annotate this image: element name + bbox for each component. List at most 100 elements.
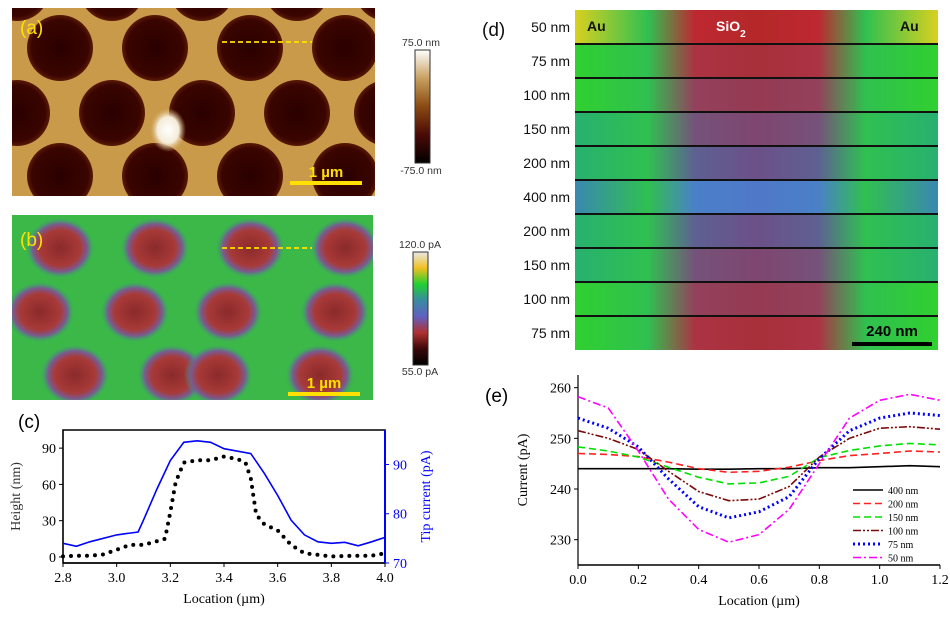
- hole: [360, 8, 375, 19]
- hole: [122, 15, 188, 81]
- tip-current-line: [62, 439, 386, 548]
- simulation-row: [575, 214, 938, 248]
- y2-axis-label: Tip current (pA): [419, 450, 434, 542]
- legend-label: 150 nm: [888, 513, 919, 524]
- legend-label: 75 nm: [888, 540, 914, 551]
- panel-a-colorbar: 75.0 nm -75.0 nm: [400, 37, 442, 177]
- x-tick-label: 2.8: [54, 571, 72, 586]
- panel-b-scalebar-label: 1 µm: [307, 375, 342, 392]
- surface-particle: [150, 108, 186, 152]
- colorbar-a-min: -75.0 nm: [400, 165, 442, 177]
- x-tick-label: 1.0: [871, 573, 889, 588]
- hole: [12, 8, 44, 21]
- y-tick-label: 250: [550, 432, 571, 447]
- hole: [101, 282, 169, 342]
- simulation-row: [575, 44, 938, 78]
- x-tick-label: 1.2: [931, 573, 949, 588]
- hole: [264, 80, 330, 146]
- x-tick-label: 3.0: [108, 571, 126, 586]
- panel-label: (c): [18, 412, 40, 433]
- legend-label: 50 nm: [888, 554, 914, 565]
- hole: [26, 218, 94, 278]
- simulation-row: [575, 282, 938, 316]
- hole: [270, 8, 324, 21]
- hole: [194, 282, 262, 342]
- panel-b-scalebar: [288, 392, 360, 396]
- row-label: 400 nm: [523, 189, 570, 205]
- panel-d-au-left: Au: [587, 18, 606, 34]
- x-tick-label: 4.0: [376, 571, 394, 586]
- plot-frame: [578, 375, 940, 565]
- hole: [79, 80, 145, 146]
- series-line-75nm: [577, 411, 941, 520]
- hole: [184, 345, 252, 400]
- panel-a-label: (a): [20, 18, 43, 39]
- x-tick-label: 3.4: [215, 571, 233, 586]
- y-tick-label: 90: [42, 442, 56, 457]
- x-tick-label: 3.2: [162, 571, 180, 586]
- hole: [175, 8, 229, 21]
- hole: [217, 143, 283, 196]
- x-axis-label: Location (µm): [183, 592, 265, 607]
- simulation-row: [575, 10, 938, 44]
- x-axis-label: Location (µm): [718, 594, 800, 609]
- panel-b-colorbar: 120.0 pA 55.0 pA: [399, 239, 441, 378]
- hole: [121, 218, 189, 278]
- simulation-row: [575, 180, 938, 214]
- legend-label: 200 nm: [888, 500, 919, 511]
- hole: [122, 143, 188, 196]
- x-tick-label: 0.8: [811, 573, 829, 588]
- hole: [311, 218, 373, 278]
- hole: [301, 282, 369, 342]
- y-axis-label: Height (nm): [9, 462, 24, 531]
- y-tick-label: 30: [42, 515, 56, 530]
- panel-label: (e): [485, 386, 508, 407]
- x-tick-label: 0.6: [750, 573, 768, 588]
- panel-e-chart: 0.0 0.2 0.4 0.6 0.8 1.0 1.2 230 240 250 260 Locatio…: [485, 375, 949, 609]
- x-tick-label: 3.6: [269, 571, 287, 586]
- y-tick-label: 230: [550, 534, 571, 549]
- panel-d-scalebar: [852, 342, 932, 346]
- panel-d-scalebar-label: 240 nm: [866, 323, 918, 340]
- y-tick-label: 60: [42, 478, 56, 493]
- panel-b-label: (b): [20, 230, 43, 251]
- series-line-150nm: [577, 442, 941, 485]
- row-label: 150 nm: [523, 121, 570, 137]
- hole: [12, 80, 50, 146]
- y-axis-label: Current (pA): [516, 433, 531, 506]
- hole: [27, 15, 93, 81]
- series-line-400nm: [578, 464, 941, 470]
- row-label: 50 nm: [531, 19, 570, 35]
- hole: [286, 345, 354, 400]
- height-profile-line: [61, 454, 387, 559]
- colorbar-b-min: 55.0 pA: [402, 366, 438, 378]
- panel-b-current-image: (b) 1 µm: [12, 215, 373, 400]
- y2-tick-label: 90: [393, 458, 407, 473]
- simulation-row: [575, 248, 938, 282]
- panel-d-label: (d): [482, 20, 505, 41]
- hole: [12, 282, 74, 342]
- row-label: 75 nm: [531, 53, 570, 69]
- series-line-50nm: [577, 393, 941, 544]
- panel-d-simulated-map: (d) 50 nm 75 nm 100 nm 150 nm 200 nm 400 nm 20…: [482, 10, 938, 350]
- y-tick-label: 240: [550, 483, 571, 498]
- series-line-100nm: [577, 425, 941, 502]
- hole: [217, 15, 283, 81]
- row-label: 75 nm: [531, 325, 570, 341]
- legend-label: 400 nm: [888, 486, 919, 497]
- row-label: 100 nm: [523, 87, 570, 103]
- x-tick-label: 0.4: [690, 573, 708, 588]
- hole: [354, 82, 375, 144]
- panel-a-scalebar: [290, 181, 362, 185]
- x-tick-label: 3.8: [323, 571, 341, 586]
- colorbar-a-gradient: [414, 49, 431, 164]
- colorbar-a-max: 75.0 nm: [402, 37, 440, 49]
- x-tick-label: 0.0: [569, 573, 587, 588]
- y-tick-label: 260: [550, 382, 571, 397]
- panel-c-chart: 2.8 3.0 3.2 3.4 3.6 3.8 4.0 0 30 60 90 Location (µm…: [9, 412, 434, 607]
- colorbar-b-max: 120.0 pA: [399, 239, 441, 251]
- panel-a-scalebar-label: 1 µm: [309, 164, 344, 181]
- y2-tick-label: 70: [393, 557, 407, 572]
